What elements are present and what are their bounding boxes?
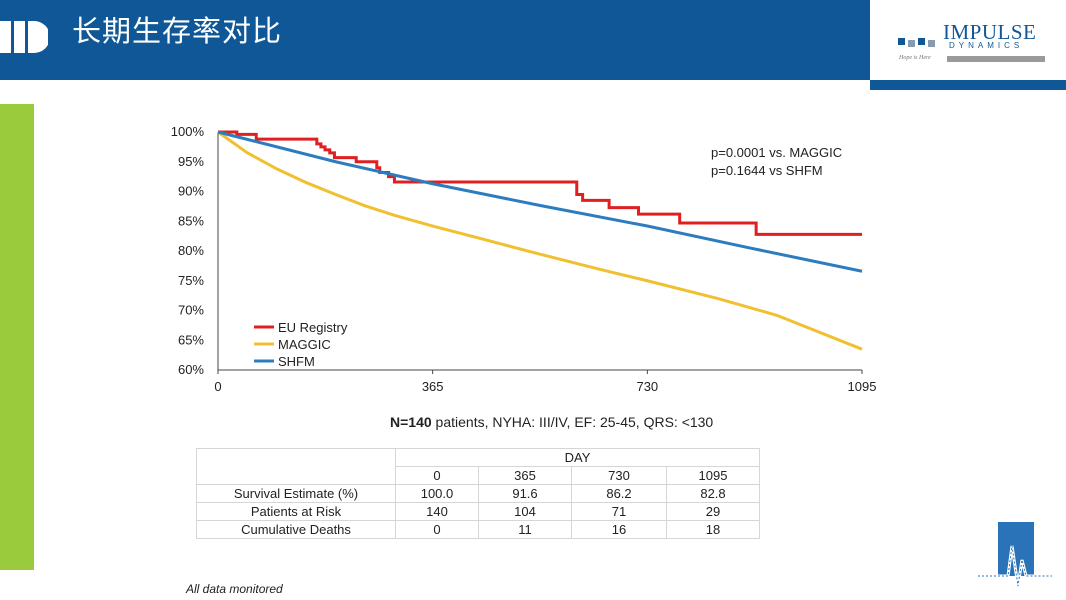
table-row-label: Survival Estimate (%)	[196, 484, 396, 503]
x-tick-label: 730	[636, 379, 658, 394]
table-cell: 0	[395, 520, 479, 539]
table-column-header: 365	[478, 466, 572, 485]
y-tick-label: 75%	[178, 273, 204, 288]
survival-table: DAY 0 365 730 1095 Survival Estimate (%)…	[196, 448, 760, 539]
series-line-1	[217, 130, 863, 351]
table-group-header: DAY	[395, 448, 760, 467]
table-cell: 29	[666, 502, 760, 521]
p-value-annotation: p=0.1644 vs SHFM	[711, 163, 823, 178]
table-cell: 91.6	[478, 484, 572, 503]
x-tick-label: 365	[422, 379, 444, 394]
table-columns-row: 0 365 730 1095	[197, 466, 760, 485]
y-tick-label: 85%	[178, 213, 204, 228]
table-row-label: Cumulative Deaths	[196, 520, 396, 539]
series-line-0	[218, 130, 862, 236]
y-tick-label: 95%	[178, 154, 204, 169]
accent-bar	[0, 104, 34, 570]
x-tick-label: 0	[214, 379, 221, 394]
table-header-row: DAY	[196, 448, 760, 485]
heart-signal-icon	[978, 522, 1052, 587]
table-row: Cumulative Deaths 0 11 16 18	[196, 520, 760, 539]
table-row: Patients at Risk 140 104 71 29	[196, 502, 760, 521]
table-cell: 100.0	[395, 484, 479, 503]
company-mark-icon	[0, 21, 48, 53]
y-tick-label: 65%	[178, 332, 204, 347]
header-stripe	[870, 80, 1066, 90]
summary-n: N=140	[390, 414, 432, 430]
survival-chart: 60% 65% 70% 75% 80% 85% 90% 95% 100% 0 365 730 1095 p…	[171, 124, 877, 394]
table-column-header: 730	[571, 466, 667, 485]
table-cell: 11	[478, 520, 572, 539]
brand-underline	[947, 56, 1045, 62]
y-tick-label: 90%	[178, 184, 204, 199]
summary-details: patients, NYHA: III/IV, EF: 25-45, QRS: …	[431, 414, 714, 430]
table-row-label: Patients at Risk	[196, 502, 396, 521]
table-cell: 16	[571, 520, 667, 539]
slide-title: 长期生存率对比	[72, 14, 283, 48]
slide-header: 长期生存率对比	[0, 0, 870, 80]
p-value-annotation: p=0.0001 vs. MAGGIC	[711, 145, 842, 160]
table-corner	[196, 448, 396, 485]
table-cell: 140	[395, 502, 479, 521]
brand-subtitle: DYNAMICS	[949, 41, 1024, 50]
table-cell: 104	[478, 502, 572, 521]
legend-label: MAGGIC	[278, 337, 331, 352]
table-row: Survival Estimate (%) 100.0 91.6 86.2 82…	[196, 484, 760, 503]
footnote: All data monitored	[186, 582, 283, 596]
brand-squares-icon	[898, 38, 935, 47]
x-tick-label: 1095	[848, 379, 877, 394]
table-cell: 86.2	[571, 484, 667, 503]
brand-logo: IMPULSE DYNAMICS Hope is Here	[895, 18, 1055, 68]
table-cell: 82.8	[666, 484, 760, 503]
study-summary: N=140 patients, NYHA: III/IV, EF: 25-45,…	[390, 414, 713, 430]
y-tick-label: 60%	[178, 362, 204, 377]
y-tick-label: 80%	[178, 243, 204, 258]
series-line-2	[217, 130, 863, 273]
brand-tagline: Hope is Here	[899, 55, 931, 61]
brand-name: IMPULSE	[943, 20, 1037, 44]
y-tick-label: 70%	[178, 303, 204, 318]
table-cell: 71	[571, 502, 667, 521]
table-cell: 18	[666, 520, 760, 539]
table-column-header: 1095	[666, 466, 760, 485]
legend-label: EU Registry	[278, 320, 348, 335]
table-column-header: 0	[395, 466, 479, 485]
legend-label: SHFM	[278, 354, 315, 369]
y-tick-label: 100%	[171, 124, 205, 139]
